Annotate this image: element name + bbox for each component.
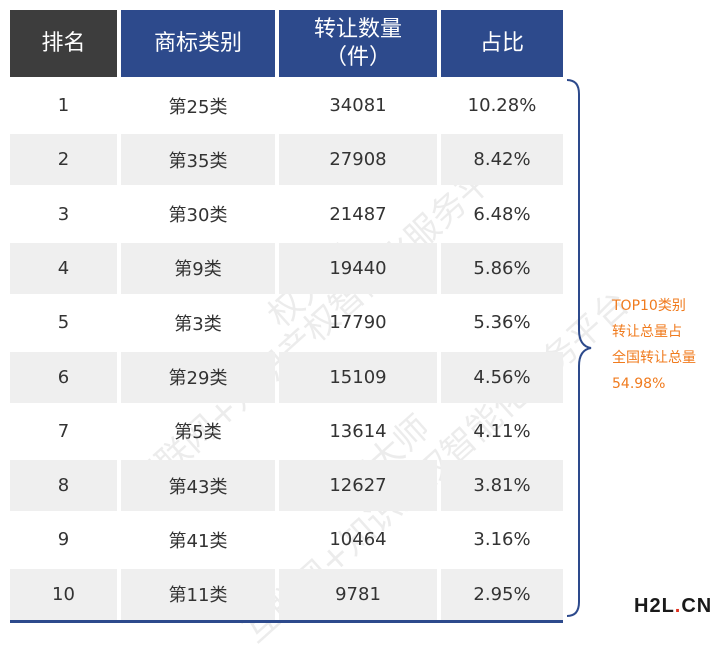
note-line-2: 转让总量占 xyxy=(612,324,682,340)
bracket-brace xyxy=(566,79,592,617)
cell-count: 12627 xyxy=(279,460,437,512)
cell-rank: 6 xyxy=(10,351,117,403)
table-bottom-line xyxy=(10,620,563,623)
table-row: 9 第41类 10464 3.16% xyxy=(10,514,563,565)
cell-class: 第9类 xyxy=(121,242,275,294)
h2l-logo: H2L.CN xyxy=(634,595,712,618)
cell-percent: 5.36% xyxy=(473,312,531,334)
cell-class: 第3类 xyxy=(174,313,222,335)
cell-percent: 10.28% xyxy=(467,95,537,116)
header-count-line2: （件） xyxy=(324,44,391,70)
cell-percent: 4.56% xyxy=(441,351,563,403)
table-row: 10 第11类 9781 2.95% xyxy=(10,568,563,620)
cell-count: 13614 xyxy=(329,420,387,442)
logo-dot: . xyxy=(674,595,682,617)
table-row: 7 第5类 13614 4.11% xyxy=(10,406,563,457)
top10-note: TOP10类别 转让总量占 全国转让总量 54.98% xyxy=(612,293,717,397)
cell-rank: 8 xyxy=(10,460,117,512)
note-line-4: 54.98% xyxy=(612,376,666,392)
cell-percent: 5.86% xyxy=(441,242,563,294)
table-row: 6 第29类 15109 4.56% xyxy=(10,351,563,403)
cell-percent: 4.11% xyxy=(473,420,531,442)
cell-class: 第43类 xyxy=(121,460,275,512)
table-row: 1 第25类 34081 10.28% xyxy=(10,80,563,131)
header-count: 转让数量 （件） xyxy=(279,10,437,77)
cell-class: 第30类 xyxy=(168,205,228,227)
logo-main: H2L xyxy=(634,595,675,617)
note-line-3: 全国转让总量 xyxy=(612,350,696,366)
cell-rank: 7 xyxy=(57,420,70,442)
table-row: 5 第3类 17790 5.36% xyxy=(10,297,563,348)
table-row: 3 第30类 21487 6.48% xyxy=(10,189,563,240)
cell-count: 21487 xyxy=(329,203,387,225)
cell-rank: 1 xyxy=(57,95,70,116)
header-count-line1: 转让数量 xyxy=(313,16,402,42)
cell-count: 9781 xyxy=(279,568,437,620)
cell-class: 第25类 xyxy=(168,96,228,118)
cell-percent: 3.16% xyxy=(473,529,531,551)
cell-rank: 2 xyxy=(10,134,117,186)
cell-class: 第41类 xyxy=(168,530,228,552)
cell-count: 19440 xyxy=(279,242,437,294)
cell-rank: 10 xyxy=(10,568,117,620)
cell-percent: 8.42% xyxy=(441,134,563,186)
cell-class: 第29类 xyxy=(121,351,275,403)
cell-class: 第11类 xyxy=(121,568,275,620)
cell-count: 10464 xyxy=(329,529,387,551)
cell-rank: 3 xyxy=(57,203,70,225)
cell-count: 15109 xyxy=(279,351,437,403)
cell-count: 27908 xyxy=(279,134,437,186)
table-row: 4 第9类 19440 5.86% xyxy=(10,242,563,294)
header-rank: 排名 xyxy=(10,10,117,77)
cell-percent: 3.81% xyxy=(441,460,563,512)
cell-count: 17790 xyxy=(329,312,387,334)
cell-class: 第35类 xyxy=(121,134,275,186)
cell-percent: 6.48% xyxy=(473,203,531,225)
cell-rank: 5 xyxy=(57,312,70,334)
cell-count: 34081 xyxy=(329,95,387,116)
cell-class: 第5类 xyxy=(174,422,222,444)
header-percent: 占比 xyxy=(441,10,563,77)
cell-percent: 2.95% xyxy=(441,568,563,620)
header-class: 商标类别 xyxy=(121,10,275,77)
table-row: 8 第43类 12627 3.81% xyxy=(10,460,563,512)
note-line-1: TOP10类别 xyxy=(612,298,686,314)
table-row: 2 第35类 27908 8.42% xyxy=(10,134,563,186)
cell-rank: 9 xyxy=(57,529,70,551)
logo-suffix: CN xyxy=(681,595,713,617)
cell-rank: 4 xyxy=(10,242,117,294)
